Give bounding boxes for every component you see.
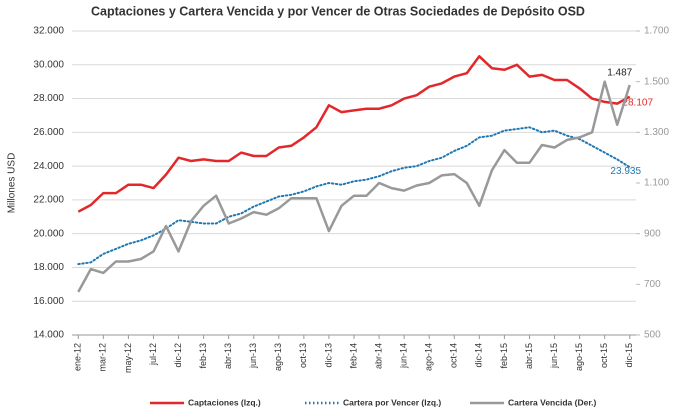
series-line bbox=[77, 55, 631, 213]
x-tick-label: jun-13 bbox=[248, 343, 258, 369]
y2-tick-label: 700 bbox=[644, 279, 661, 290]
x-tick-label: ago-13 bbox=[273, 343, 283, 371]
y2-tick-label: 500 bbox=[644, 330, 661, 341]
series-line bbox=[77, 80, 631, 293]
x-tick-label: dic-12 bbox=[173, 343, 183, 368]
x-tick-label: ene-12 bbox=[73, 343, 83, 371]
legend-label: Captaciones (Izq.) bbox=[188, 397, 261, 407]
x-tick-label: may-12 bbox=[123, 343, 133, 373]
series-line bbox=[77, 126, 631, 266]
x-tick-label: abr-13 bbox=[223, 343, 233, 369]
y-axis-label: Millones USD bbox=[7, 153, 18, 214]
x-tick-label: mar-12 bbox=[98, 343, 108, 372]
x-tick-label: oct-13 bbox=[298, 343, 308, 368]
y-tick-label: 30.000 bbox=[33, 59, 64, 70]
data-label: 23.935 bbox=[610, 166, 641, 177]
chart-title: Captaciones y Cartera Vencida y por Venc… bbox=[91, 4, 585, 18]
y-tick-label: 28.000 bbox=[33, 93, 64, 104]
y2-tick-label: 1.100 bbox=[644, 178, 669, 189]
y-tick-label: 20.000 bbox=[33, 228, 64, 239]
y2-tick-label: 1.500 bbox=[644, 76, 669, 87]
legend-label: Cartera por Vencer (Izq.) bbox=[343, 397, 441, 407]
y-tick-label: 22.000 bbox=[33, 195, 64, 206]
y-tick-label: 16.000 bbox=[33, 296, 64, 307]
data-label: 1.487 bbox=[607, 68, 632, 79]
x-tick-label: ago-14 bbox=[424, 343, 434, 371]
legend-label: Cartera Vencida (Der.) bbox=[508, 397, 597, 407]
x-tick-label: dic-15 bbox=[624, 343, 634, 368]
y2-tick-label: 900 bbox=[644, 228, 661, 239]
x-tick-label: dic-13 bbox=[323, 343, 333, 368]
x-tick-label: dic-14 bbox=[474, 343, 484, 368]
x-tick-label: feb-14 bbox=[348, 343, 358, 369]
y2-tick-label: 1.700 bbox=[644, 26, 669, 37]
x-tick-label: feb-15 bbox=[499, 343, 509, 369]
y-tick-label: 26.000 bbox=[33, 127, 64, 138]
y-tick-label: 14.000 bbox=[33, 330, 64, 341]
x-tick-label: ago-15 bbox=[574, 343, 584, 371]
x-tick-label: abr-15 bbox=[524, 343, 534, 369]
x-tick-label: abr-14 bbox=[373, 343, 383, 369]
y2-tick-label: 1.300 bbox=[644, 127, 669, 138]
x-tick-label: oct-15 bbox=[599, 343, 609, 368]
y-tick-label: 32.000 bbox=[33, 26, 64, 37]
x-tick-label: jun-14 bbox=[399, 343, 409, 369]
data-label: 28.107 bbox=[622, 97, 653, 108]
x-tick-label: feb-13 bbox=[198, 343, 208, 369]
y-tick-label: 24.000 bbox=[33, 161, 64, 172]
x-tick-label: jun-15 bbox=[549, 343, 559, 369]
y-tick-label: 18.000 bbox=[33, 262, 64, 273]
x-tick-label: jul-12 bbox=[148, 343, 158, 366]
x-tick-label: oct-14 bbox=[449, 343, 459, 368]
